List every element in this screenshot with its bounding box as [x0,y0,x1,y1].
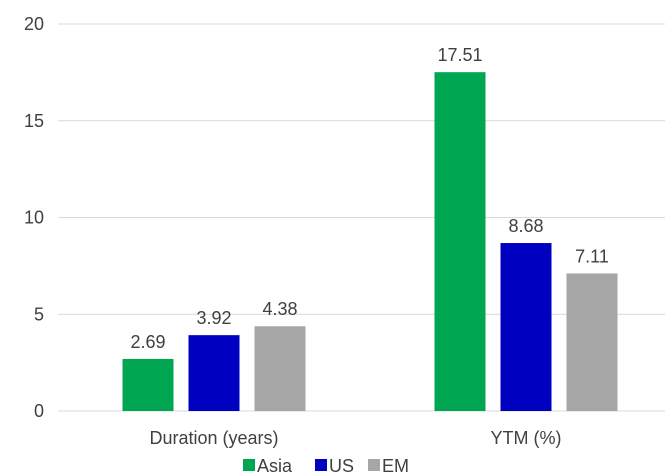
legend-swatch-em [368,459,380,471]
y-tick-label: 5 [34,304,44,324]
y-tick-label: 10 [24,208,44,228]
data-label: 2.69 [130,332,165,352]
data-label: 7.11 [575,246,609,266]
data-labels: 2.69 3.92 4.38 17.51 8.68 7.11 [130,45,608,352]
x-category-label: YTM (%) [491,428,562,448]
bar-us-0 [188,335,240,411]
y-tick-label: 20 [24,14,44,34]
legend: Asia US EM [243,456,409,476]
legend-label-em: EM [382,456,409,476]
x-category-label: Duration (years) [149,428,278,448]
bar-em-0 [254,326,306,411]
y-axis-ticks: 0 5 10 15 20 [24,14,44,421]
y-tick-label: 15 [24,111,44,131]
data-label: 4.38 [262,299,297,319]
y-tick-label: 0 [34,401,44,421]
legend-swatch-us [315,459,327,471]
data-label: 17.51 [437,45,482,65]
bar-us-1 [500,243,552,411]
bars [122,72,618,411]
legend-swatch-asia [243,459,255,471]
legend-label-us: US [329,456,354,476]
legend-label-asia: Asia [257,456,293,476]
x-axis-categories: Duration (years) YTM (%) [149,428,561,448]
data-label: 8.68 [508,216,543,236]
bar-em-1 [566,273,618,411]
data-label: 3.92 [196,308,231,328]
gridlines [58,23,665,412]
bar-asia-1 [434,72,486,411]
bar-asia-0 [122,358,174,411]
